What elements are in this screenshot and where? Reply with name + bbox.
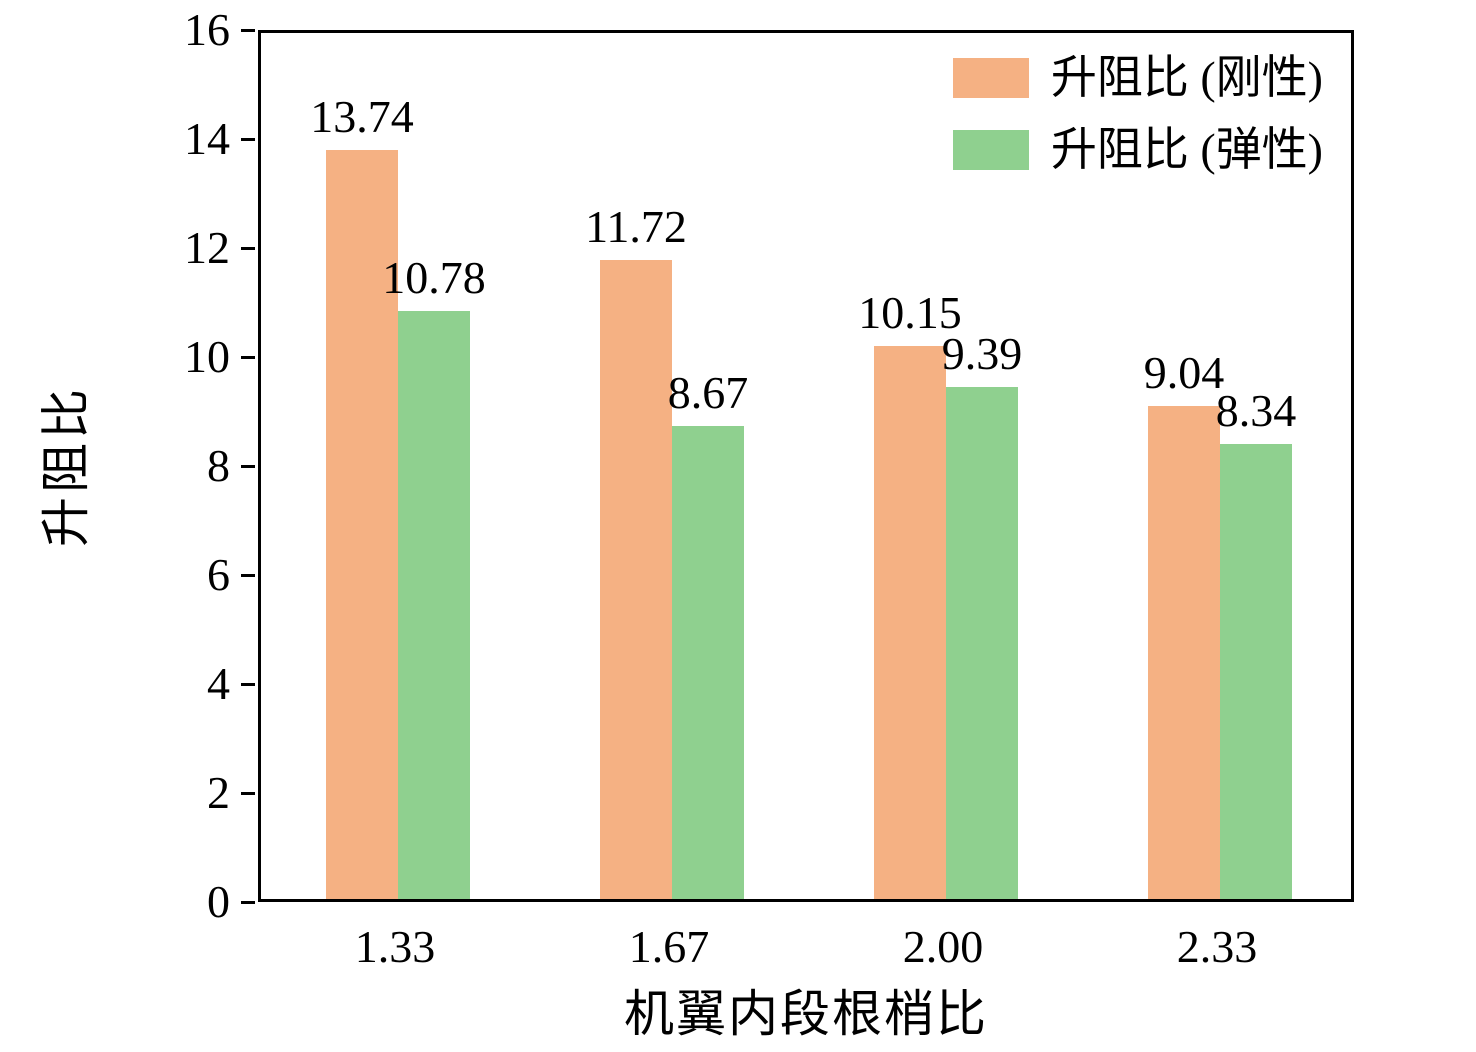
y-tick-mark — [241, 28, 255, 32]
legend-item-elastic: 升阻比 (弹性) — [952, 124, 1323, 175]
x-axis-title: 机翼内段根梢比 — [624, 986, 988, 1042]
legend-label-elastic: 升阻比 (弹性) — [1050, 124, 1323, 175]
y-tick-mark — [241, 246, 255, 250]
bar-elastic-1.67 — [672, 426, 744, 899]
y-tick-label: 0 — [207, 876, 230, 927]
y-tick-label: 14 — [184, 113, 230, 164]
bar-value-label: 10.78 — [382, 252, 486, 303]
x-tick-label: 1.33 — [354, 921, 436, 972]
y-tick-label: 16 — [184, 4, 230, 55]
legend-item-rigid: 升阻比 (刚性) — [952, 52, 1323, 103]
legend-swatch-elastic — [952, 130, 1029, 170]
bar-value-label: 9.39 — [941, 328, 1023, 379]
legend-swatch-rigid — [952, 58, 1029, 98]
x-tick-label: 1.67 — [628, 921, 710, 972]
bar-value-label: 9.04 — [1143, 347, 1225, 398]
bar-elastic-2.00 — [946, 387, 1018, 899]
y-tick-mark — [241, 137, 255, 141]
y-axis-title: 升阻比 — [38, 385, 94, 547]
bar-value-label: 8.67 — [667, 367, 749, 418]
bar-value-label: 8.34 — [1215, 385, 1297, 436]
bar-rigid-2.00 — [874, 346, 946, 899]
x-tick-label: 2.33 — [1176, 921, 1258, 972]
legend-label-rigid: 升阻比 (刚性) — [1050, 52, 1323, 103]
legend: 升阻比 (刚性) 升阻比 (弹性) — [952, 52, 1323, 175]
bar-rigid-2.33 — [1148, 406, 1220, 899]
y-tick-mark — [241, 900, 255, 904]
bar-value-label: 10.15 — [858, 287, 962, 338]
y-tick-label: 4 — [207, 658, 230, 709]
y-tick-mark — [241, 464, 255, 468]
bar-rigid-1.33 — [326, 150, 398, 899]
y-tick-mark — [241, 355, 255, 359]
y-tick-mark — [241, 573, 255, 577]
bar-value-label: 11.72 — [585, 201, 687, 252]
bar-elastic-2.33 — [1220, 444, 1292, 899]
bar-elastic-1.33 — [398, 311, 470, 899]
y-tick-label: 8 — [207, 440, 230, 491]
y-tick-label: 12 — [184, 222, 230, 273]
y-tick-label: 10 — [184, 331, 230, 382]
bar-value-label: 13.74 — [310, 91, 414, 142]
y-tick-mark — [241, 682, 255, 686]
y-tick-mark — [241, 791, 255, 795]
plot-area: 13.74 10.78 11.72 8.67 10.15 9.39 9.04 8.34 升阻比… — [258, 30, 1354, 902]
y-tick-label: 6 — [207, 549, 230, 600]
x-tick-label: 2.00 — [902, 921, 984, 972]
y-tick-label: 2 — [207, 767, 230, 818]
bar-rigid-1.67 — [600, 260, 672, 899]
